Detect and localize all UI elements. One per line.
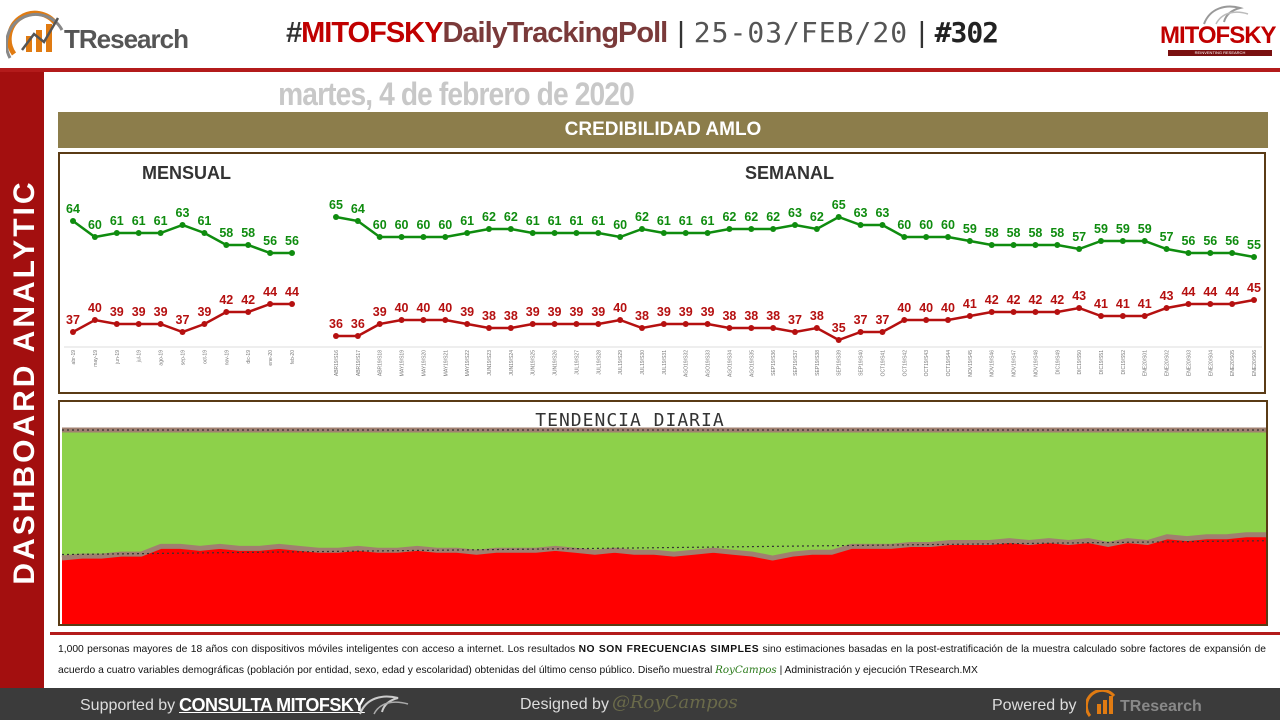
footer (0, 688, 1280, 720)
date-line: martes, 4 de febrero de 2020 (278, 76, 635, 112)
header (0, 0, 1280, 68)
footnote-part3: | Administración y ejecución (776, 665, 910, 676)
mitofsky-logo-sub: REINVENTING RESEARCH (1168, 50, 1272, 56)
supported-by-label: Supported by (80, 697, 176, 714)
footnote-designer: RoyCampos (715, 664, 777, 676)
footnote: 1,000 personas mayores de 18 años con di… (58, 640, 1266, 681)
title-separator-1: | (677, 17, 684, 49)
powered-by-label: Powered by (992, 697, 1077, 714)
tresearch-footer-text: TResearch (1120, 698, 1202, 715)
sidebar-divider (44, 72, 50, 688)
mitofsky-logo: MITOFSKY (1160, 22, 1277, 49)
designer-signature: @RoyCampos (612, 692, 738, 713)
tresearch-logo-text: TResearch (64, 24, 189, 54)
title-rest: DailyTrackingPoll (442, 17, 668, 49)
footnote-bold: NO SON FRECUENCIAS SIMPLES (578, 644, 760, 655)
daily-title: TENDENCIA DIARIA (535, 410, 725, 431)
title-hash: # (286, 17, 302, 49)
tresearch-footer-icon (1086, 690, 1116, 717)
monthly-title: MENSUAL (142, 163, 231, 183)
section-title: CREDIBILIDAD AMLO (58, 112, 1268, 148)
mitofsky-mark-footer-icon (359, 695, 409, 715)
top-panel (58, 152, 1266, 394)
bottom-rule (50, 632, 1280, 635)
page-title: #MITOFSKYDailyTrackingPoll | 25-03/FEB/20 |… (286, 16, 999, 50)
date-range: 25-03/FEB/20 (693, 16, 909, 49)
daily-panel (58, 400, 1268, 626)
weekly-title: SEMANAL (745, 163, 834, 183)
header-rule (0, 68, 1280, 72)
issue-number: #302 (934, 16, 999, 49)
consulta-mitofsky-link[interactable]: CONSULTA MITOFSKY (179, 695, 365, 715)
footnote-admin: TResearch.MX (909, 665, 978, 676)
footnote-part2: sino estimaciones basadas en la post-est… (58, 644, 1266, 676)
title-separator-2: | (918, 17, 925, 49)
sidebar (0, 72, 44, 688)
title-brand: MITOFSKY (301, 17, 443, 49)
sidebar-label: DASHBOARD ANALYTIC (8, 179, 41, 585)
footnote-part1: 1,000 personas mayores de 18 años con di… (58, 644, 579, 655)
mitofsky-mark-icon (1203, 5, 1249, 25)
designed-by-label: Designed by (520, 696, 609, 713)
tresearch-logo-icon (6, 10, 64, 59)
